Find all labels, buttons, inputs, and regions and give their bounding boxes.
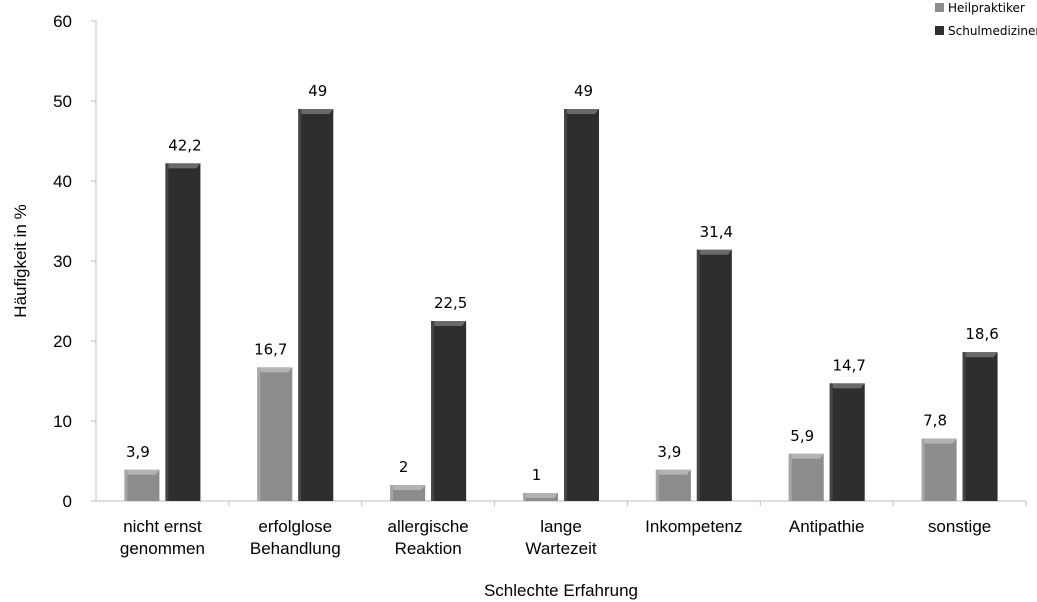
x-tick-label: Inkompetenz: [645, 517, 742, 536]
bar-edge: [523, 493, 526, 501]
bar-bevel: [788, 453, 824, 459]
y-axis-title: Häufigkeit in %: [11, 204, 30, 317]
bar-body: [921, 438, 957, 501]
bar-body: [962, 352, 998, 501]
bar-schulmediziner-3: [564, 109, 599, 501]
bar-body: [829, 383, 865, 501]
x-tick-label: sonstige: [928, 517, 991, 536]
bar-heilpraktiker-0: [124, 469, 160, 501]
bar-bevel: [165, 163, 201, 169]
bar-bevel: [696, 249, 732, 255]
data-label: 7,8: [923, 412, 947, 430]
y-tick-label: 60: [53, 12, 72, 31]
data-label: 22,5: [434, 294, 467, 312]
bar-edge: [829, 383, 833, 501]
y-tick-label: 40: [53, 172, 72, 191]
bar-bevel: [124, 469, 160, 475]
bar-schulmediziner-5: [829, 383, 865, 501]
data-label: 16,7: [254, 340, 287, 358]
y-tick-label: 0: [63, 492, 72, 511]
x-tick-label: allergische: [388, 517, 469, 536]
bar-edge: [564, 109, 567, 501]
legend-label: Heilpraktiker: [948, 1, 1025, 15]
bar-bevel: [523, 493, 558, 498]
bar-heilpraktiker-3: [523, 493, 558, 501]
bar-edge: [390, 485, 394, 501]
bar-bevel: [829, 383, 865, 389]
data-label: 3,9: [126, 443, 150, 461]
bar-edge: [165, 163, 169, 501]
y-tick-label: 50: [53, 92, 72, 111]
bar-schulmediziner-4: [696, 249, 732, 501]
bar-body: [696, 249, 732, 501]
data-label: 5,9: [790, 427, 814, 445]
bar-heilpraktiker-5: [788, 453, 824, 501]
x-tick-label: genommen: [120, 539, 205, 558]
bar-edge: [921, 438, 925, 501]
y-tick-label: 20: [53, 332, 72, 351]
x-tick-label: Reaktion: [395, 539, 462, 558]
bar-bevel: [390, 485, 426, 490]
x-tick-label: Antipathie: [789, 517, 865, 536]
data-label: 49: [574, 82, 593, 100]
bar-edge: [696, 249, 700, 501]
bar-body: [124, 469, 160, 501]
bar-heilpraktiker-6: [921, 438, 957, 501]
bar-bevel: [564, 109, 599, 114]
bar-schulmediziner-2: [431, 321, 467, 501]
bar-bevel: [655, 469, 691, 475]
x-tick-label: Wartezeit: [525, 539, 596, 558]
bar-edge: [257, 367, 261, 501]
x-tick-label: erfolglose: [258, 517, 332, 536]
bar-edge: [788, 453, 792, 501]
bar-schulmediziner-6: [962, 352, 998, 501]
bar-edge: [124, 469, 128, 501]
legend-swatch: [935, 3, 944, 12]
bar-heilpraktiker-2: [390, 485, 426, 501]
y-tick-label: 10: [53, 412, 72, 431]
bar-body: [788, 453, 824, 501]
bar-body: [298, 109, 334, 501]
bar-bevel: [921, 438, 957, 444]
data-label: 18,6: [965, 325, 998, 343]
legend-label: Schulmediziner: [948, 24, 1037, 38]
y-tick-label: 30: [53, 252, 72, 271]
bar-body: [431, 321, 467, 501]
bar-schulmediziner-1: [298, 109, 334, 501]
bar-bevel: [298, 109, 334, 114]
data-label: 42,2: [168, 136, 201, 154]
x-tick-label: Behandlung: [250, 539, 341, 558]
bar-schulmediziner-0: [165, 163, 201, 501]
bar-body: [165, 163, 201, 501]
bar-edge: [431, 321, 435, 501]
data-label: 31,4: [700, 223, 733, 241]
x-axis-title: Schlechte Erfahrung: [484, 581, 638, 600]
bar-body: [655, 469, 691, 501]
data-label: 3,9: [657, 443, 681, 461]
data-label: 2: [399, 458, 409, 476]
data-label: 49: [308, 82, 327, 100]
x-tick-label: nicht ernst: [123, 517, 202, 536]
x-tick-label: lange: [540, 517, 582, 536]
data-label: 14,7: [833, 356, 866, 374]
data-label: 1: [532, 466, 542, 484]
bar-edge: [655, 469, 659, 501]
bar-heilpraktiker-4: [655, 469, 691, 501]
bar-bevel: [962, 352, 998, 358]
bar-heilpraktiker-1: [257, 367, 293, 501]
bar-body: [257, 367, 293, 501]
bar-edge: [962, 352, 966, 501]
legend-swatch: [935, 26, 944, 35]
bar-body: [564, 109, 599, 501]
bar-bevel: [257, 367, 293, 373]
bar-bevel: [431, 321, 467, 326]
bar-edge: [298, 109, 302, 501]
